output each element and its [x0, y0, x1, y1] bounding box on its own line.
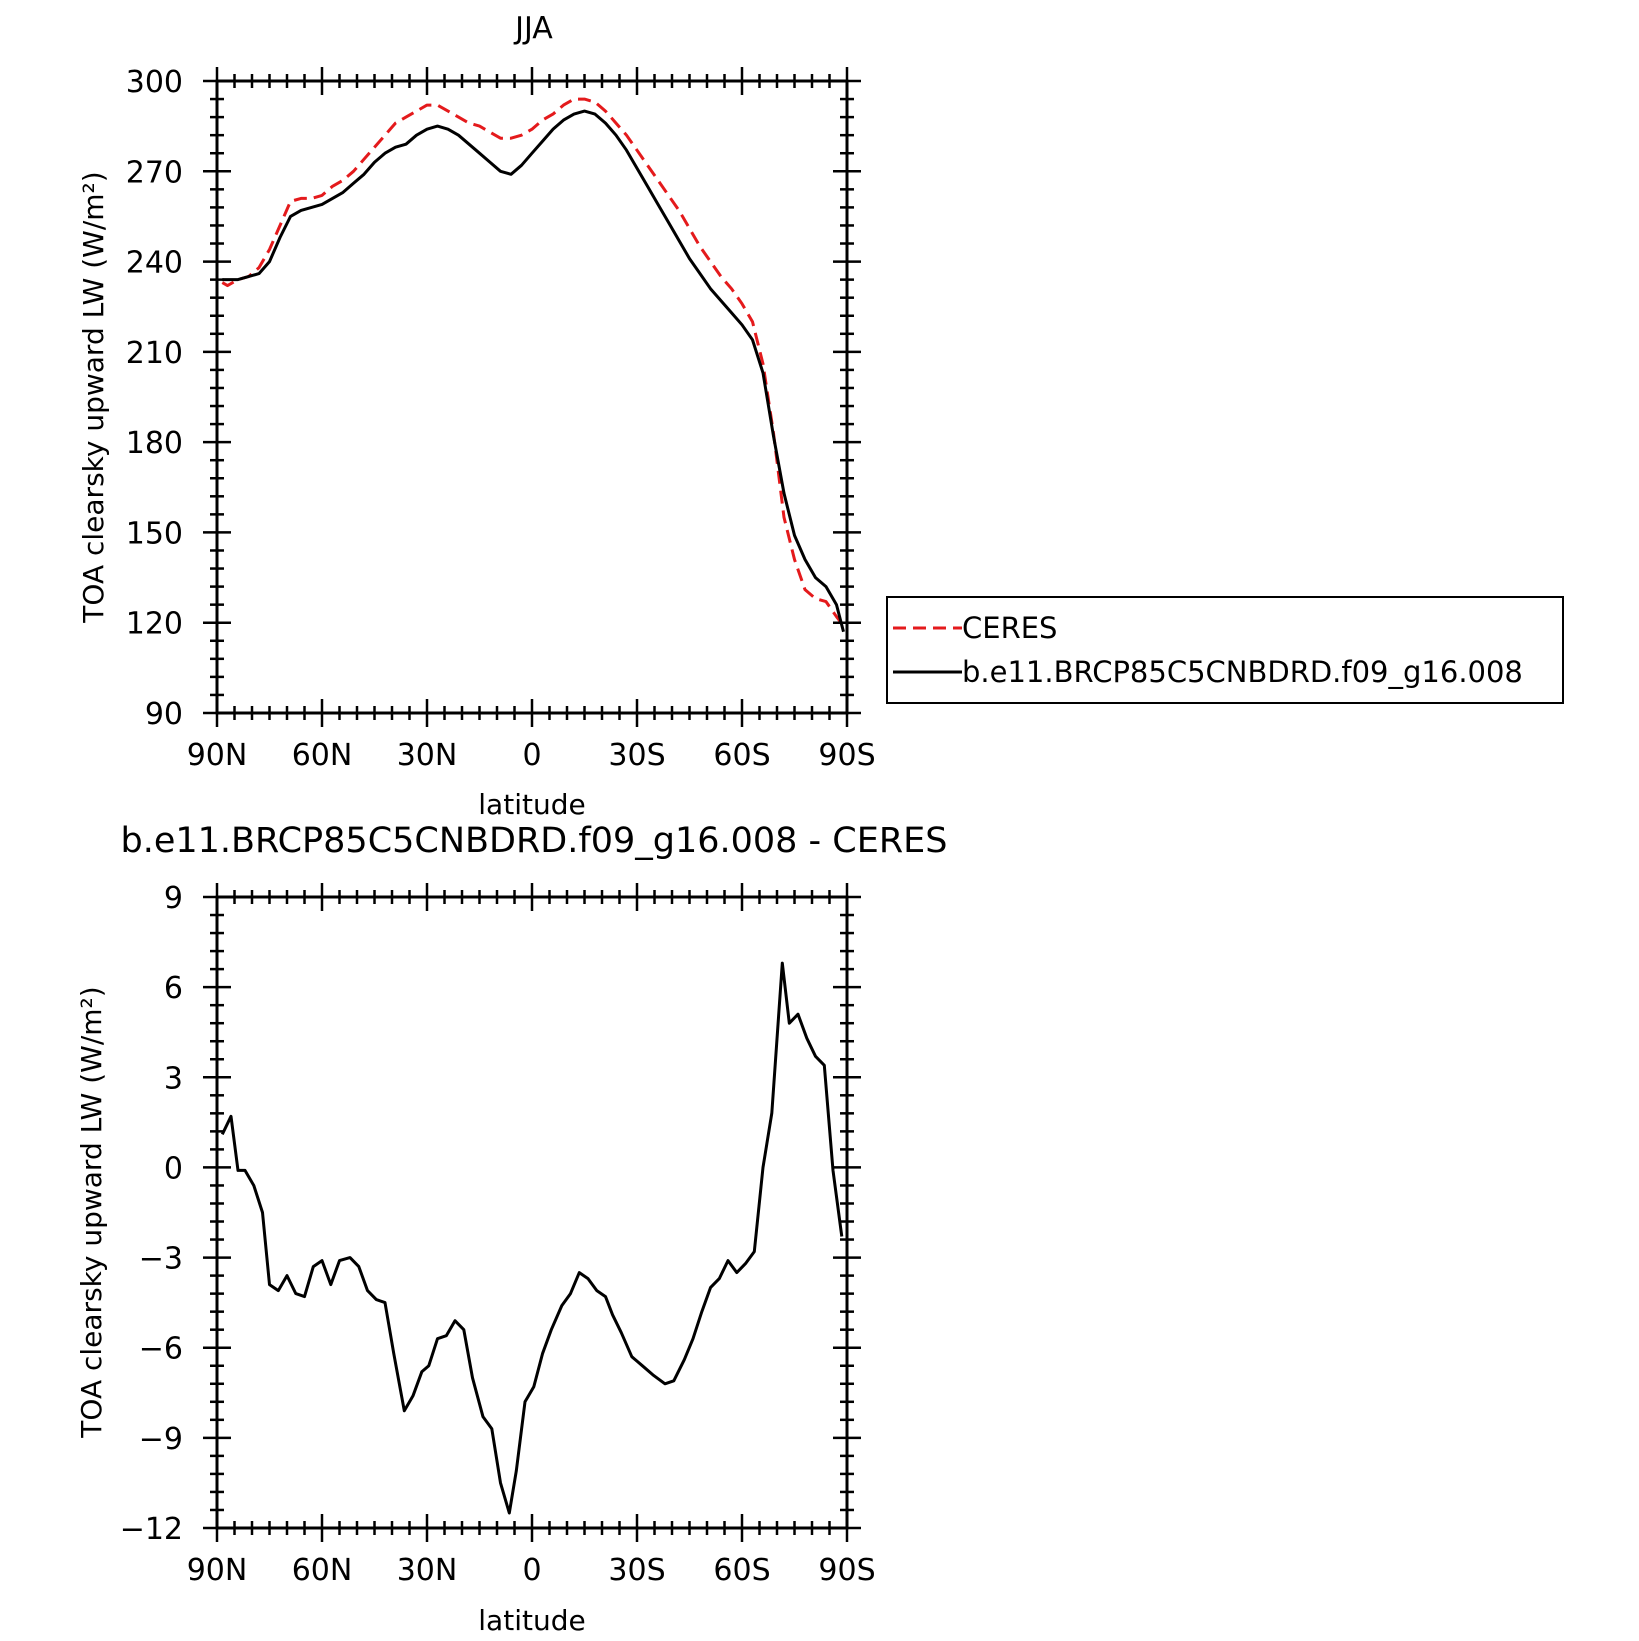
bottom-y-tick-label: −6 — [139, 1332, 183, 1367]
top-x-tick-label: 60N — [292, 738, 353, 773]
top-plot-frame — [215, 79, 849, 715]
top-x-tick-labels: 90N 60N 30N 0 30S 60S 90S — [187, 738, 876, 773]
bottom-x-tick-label: 90N — [187, 1553, 248, 1588]
bottom-x-axis-label: latitude — [478, 1604, 585, 1637]
top-y-tick-label: 150 — [126, 516, 183, 551]
top-x-tick-label: 30N — [397, 738, 458, 773]
legend-label-ceres: CERES — [962, 611, 1057, 645]
bottom-ticks-group — [203, 883, 861, 1542]
top-x-tick-label: 60S — [713, 738, 770, 773]
top-x-tick-label: 0 — [522, 738, 541, 773]
top-series-group — [221, 97, 845, 633]
bottom-x-tick-label: 60S — [713, 1553, 770, 1588]
top-y-axis-label: TOA clearsky upward LW (W/m²) — [77, 171, 110, 623]
bottom-plot-frame — [215, 895, 849, 1530]
top-x-tick-label: 90S — [818, 738, 875, 773]
bottom-y-tick-label: −3 — [139, 1242, 183, 1277]
bottom-series-line-0 — [220, 961, 844, 1515]
top-panel: JJA 90N 60N 30N 0 30S 60S 90S 90 120 150 180 210 24… — [77, 11, 876, 821]
top-series-line-0 — [221, 97, 845, 627]
bottom-x-tick-label: 60N — [292, 1553, 353, 1588]
top-y-tick-labels: 90 120 150 180 210 240 270 300 — [126, 65, 183, 732]
top-y-tick-label: 240 — [126, 246, 183, 281]
bottom-x-tick-label: 0 — [522, 1553, 541, 1588]
legend: CERES b.e11.BRCP85C5CNBDRD.f09_g16.008 — [886, 596, 1564, 704]
bottom-y-tick-label: 3 — [164, 1061, 183, 1096]
top-ticks-group — [203, 67, 861, 727]
top-y-tick-label: 210 — [126, 336, 183, 371]
bottom-y-tick-label: 6 — [164, 971, 183, 1006]
top-y-tick-label: 90 — [145, 697, 183, 732]
bottom-y-axis-label: TOA clearsky upward LW (W/m²) — [75, 986, 108, 1438]
top-y-tick-label: 300 — [126, 65, 183, 100]
top-chart-title: JJA — [513, 11, 553, 46]
bottom-x-tick-label: 30N — [397, 1553, 458, 1588]
bottom-panel: b.e11.BRCP85C5CNBDRD.f09_g16.008 - CERES… — [75, 821, 948, 1637]
bottom-x-tick-label: 90S — [818, 1553, 875, 1588]
bottom-chart-title: b.e11.BRCP85C5CNBDRD.f09_g16.008 - CERES — [120, 821, 947, 861]
bottom-x-tick-label: 30S — [608, 1553, 665, 1588]
top-series-line-1 — [222, 109, 845, 633]
bottom-y-tick-label: 0 — [164, 1151, 183, 1186]
bottom-x-tick-labels: 90N 60N 30N 0 30S 60S 90S — [187, 1553, 876, 1588]
top-x-tick-label: 30S — [608, 738, 665, 773]
bottom-series-group — [220, 961, 844, 1515]
legend-label-model: b.e11.BRCP85C5CNBDRD.f09_g16.008 — [962, 655, 1523, 689]
bottom-y-tick-label: −12 — [120, 1512, 183, 1547]
top-x-tick-label: 90N — [187, 738, 248, 773]
bottom-y-tick-label: −9 — [139, 1422, 183, 1457]
bottom-y-tick-label: 9 — [164, 881, 183, 916]
top-y-tick-label: 120 — [126, 607, 183, 642]
top-x-axis-label: latitude — [478, 788, 585, 821]
bottom-y-tick-labels: −12 −9 −6 −3 0 3 6 9 — [120, 881, 183, 1547]
top-y-tick-label: 270 — [126, 155, 183, 190]
top-y-tick-label: 180 — [126, 426, 183, 461]
legend-box — [886, 596, 1564, 704]
